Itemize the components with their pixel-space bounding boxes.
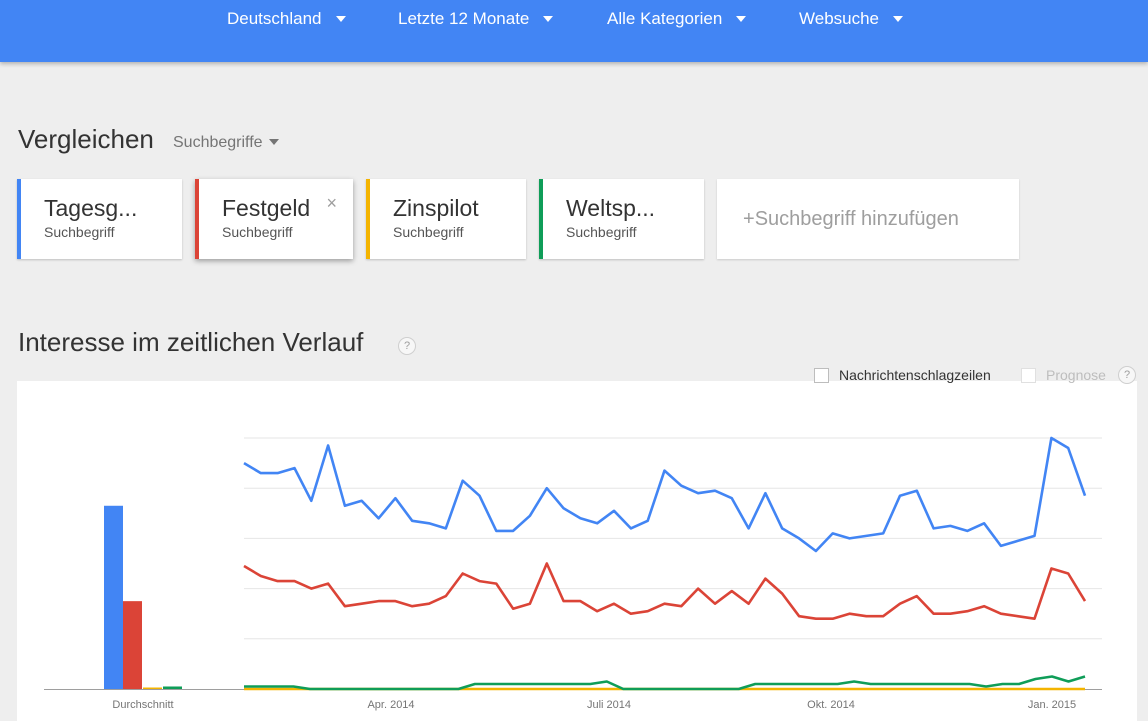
term-name: Festgeld bbox=[222, 195, 311, 221]
term-name: Tagesg... bbox=[44, 195, 138, 221]
filter-searchtype-label: Websuche bbox=[799, 9, 880, 28]
news-headlines-checkbox[interactable] bbox=[814, 368, 829, 383]
x-tick-label: Jan. 2015 bbox=[1028, 699, 1076, 711]
average-bar[interactable] bbox=[163, 686, 182, 689]
filter-country-dropdown[interactable]: Deutschland bbox=[227, 0, 346, 40]
filter-searchtype-dropdown[interactable]: Websuche bbox=[799, 0, 904, 40]
compare-title: Vergleichen bbox=[18, 124, 154, 154]
x-tick-label: Okt. 2014 bbox=[807, 699, 855, 711]
remove-term-icon[interactable]: × bbox=[326, 193, 337, 213]
compare-type-dropdown[interactable]: Suchbegriffe bbox=[173, 134, 279, 152]
caret-down-icon bbox=[543, 15, 554, 22]
series-line[interactable] bbox=[244, 675, 1086, 691]
filter-category-label: Alle Kategorien bbox=[607, 9, 723, 28]
caret-down-icon bbox=[893, 15, 904, 22]
term-name: Weltsp... bbox=[566, 195, 656, 221]
term-color-bar bbox=[366, 179, 370, 259]
filter-timerange-label: Letzte 12 Monate bbox=[398, 9, 530, 28]
filter-timerange-dropdown[interactable]: Letzte 12 Monate bbox=[398, 0, 554, 40]
term-type: Suchbegriff bbox=[222, 224, 293, 240]
term-type: Suchbegriff bbox=[44, 224, 115, 240]
news-headlines-label: Nachrichtenschlagzeilen bbox=[839, 367, 991, 383]
term-color-bar bbox=[195, 179, 199, 259]
x-tick-label: Apr. 2014 bbox=[367, 699, 414, 711]
filter-country-label: Deutschland bbox=[227, 9, 322, 28]
average-label: Durchschnitt bbox=[112, 699, 173, 711]
filter-bar: Deutschland Letzte 12 Monate Alle Katego… bbox=[0, 0, 1148, 62]
average-bar[interactable] bbox=[143, 687, 162, 690]
term-type: Suchbegriff bbox=[393, 224, 464, 240]
term-name: Zinspilot bbox=[393, 195, 479, 221]
average-bar[interactable] bbox=[104, 505, 123, 689]
term-type: Suchbegriff bbox=[566, 224, 637, 240]
help-icon[interactable]: ? bbox=[398, 337, 416, 355]
x-tick-label: Juli 2014 bbox=[587, 699, 631, 711]
add-term-label: Suchbegriff hinzufügen bbox=[754, 208, 959, 230]
term-card-zinspilot[interactable]: Zinspilot Suchbegriff bbox=[366, 179, 526, 259]
term-color-bar bbox=[17, 179, 21, 259]
caret-down-icon bbox=[335, 15, 346, 22]
term-card-weltspartag[interactable]: Weltsp... Suchbegriff bbox=[539, 179, 704, 259]
series-line[interactable] bbox=[243, 562, 1087, 621]
series-line[interactable] bbox=[243, 436, 1087, 553]
interest-title: Interesse im zeitlichen Verlauf bbox=[18, 327, 364, 357]
forecast-checkbox[interactable] bbox=[1021, 368, 1036, 383]
compare-type-label: Suchbegriffe bbox=[173, 134, 263, 151]
term-card-festgeld[interactable]: Festgeld Suchbegriff × bbox=[195, 179, 353, 259]
caret-down-icon bbox=[736, 15, 747, 22]
caret-down-icon bbox=[268, 138, 279, 145]
add-term-button[interactable]: +Suchbegriff hinzufügen bbox=[717, 179, 1019, 259]
forecast-label: Prognose bbox=[1046, 367, 1106, 383]
average-bar[interactable] bbox=[123, 601, 142, 689]
term-card-tagesgeld[interactable]: Tagesg... Suchbegriff bbox=[17, 179, 182, 259]
filter-category-dropdown[interactable]: Alle Kategorien bbox=[607, 0, 747, 40]
plus-icon: + bbox=[743, 208, 755, 230]
term-color-bar bbox=[539, 179, 543, 259]
forecast-help-icon[interactable]: ? bbox=[1118, 366, 1136, 384]
